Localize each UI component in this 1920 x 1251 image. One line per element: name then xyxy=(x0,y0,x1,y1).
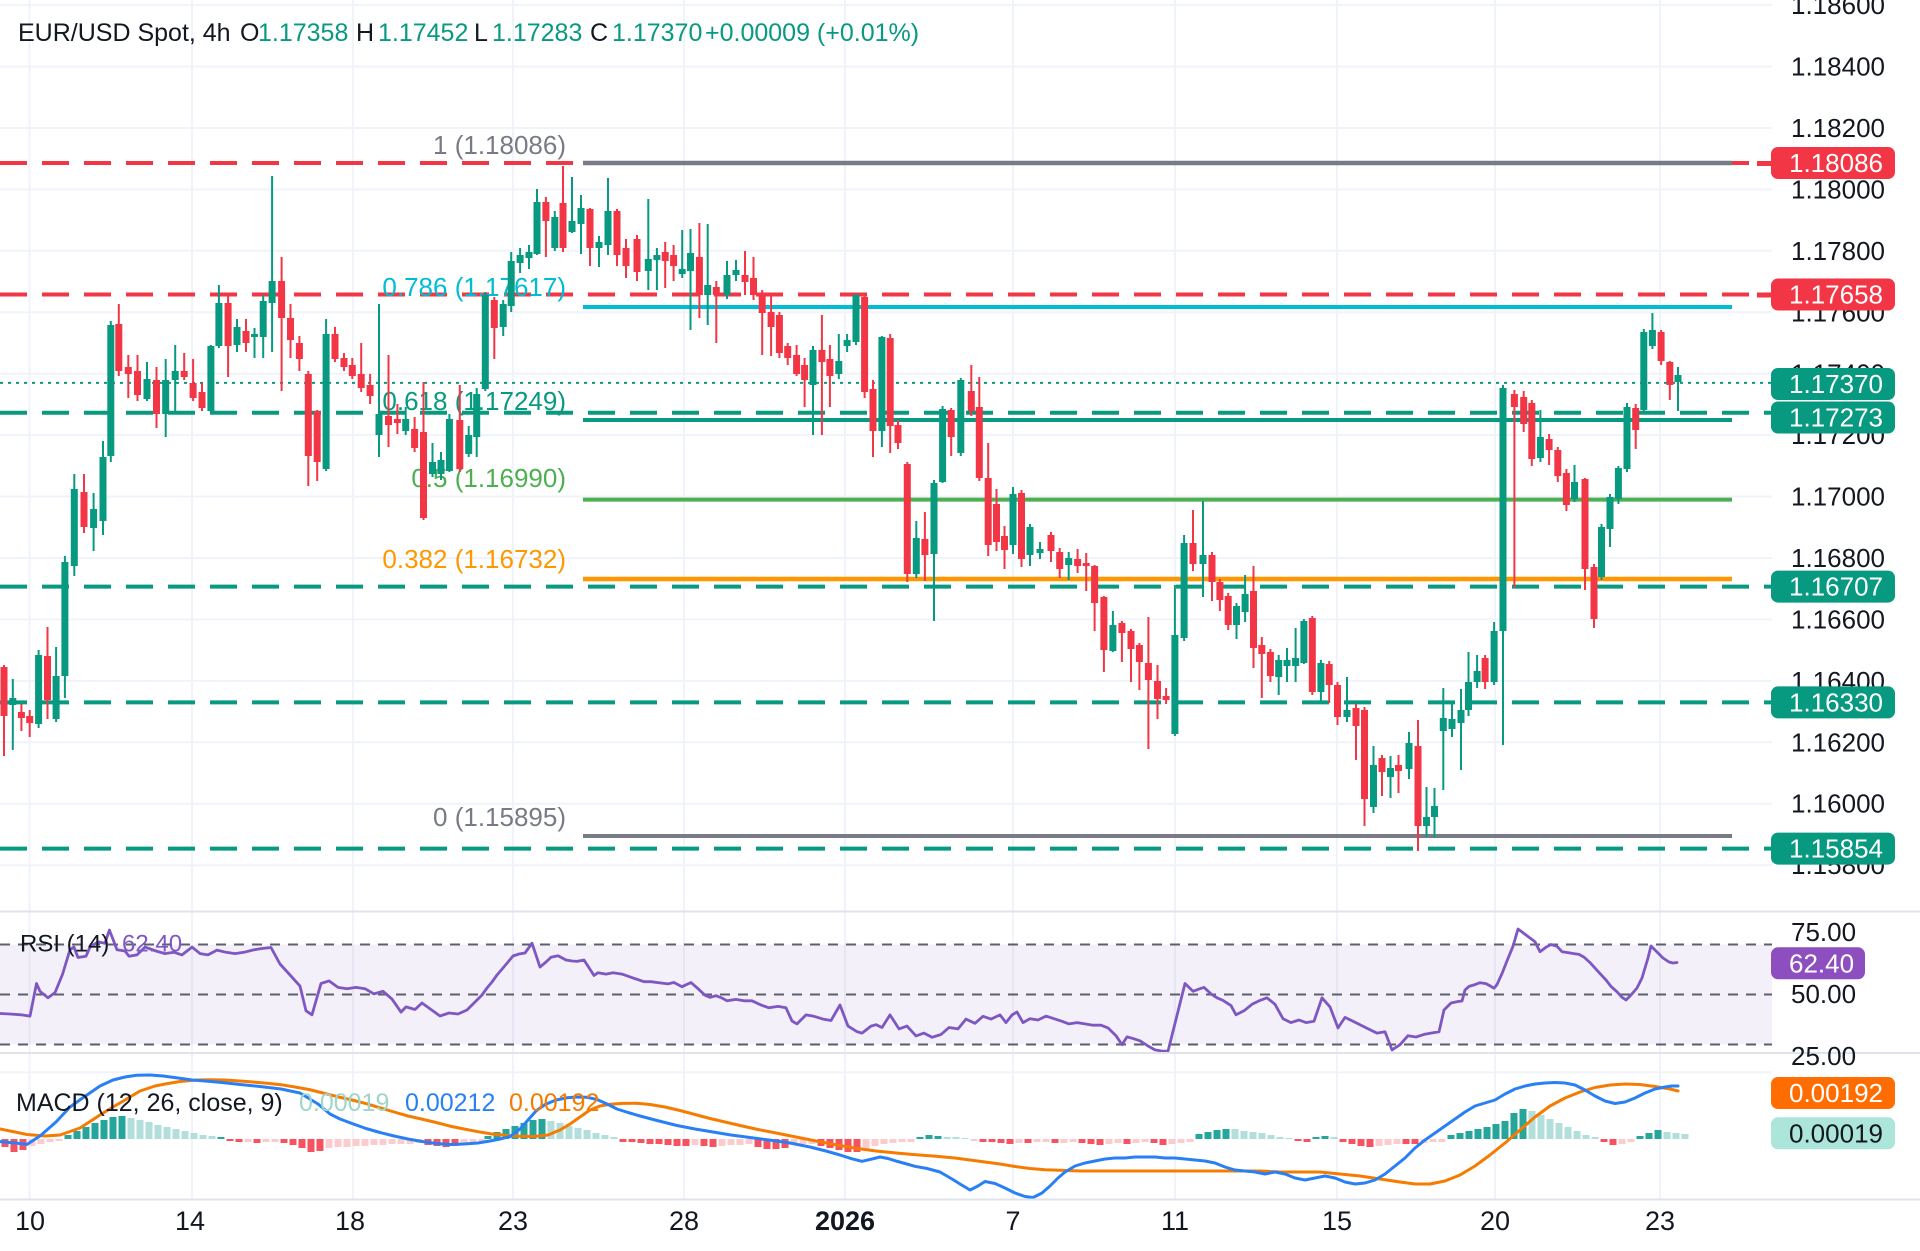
svg-text:1.18000: 1.18000 xyxy=(1791,174,1885,204)
svg-text:0.5 (1.16990): 0.5 (1.16990) xyxy=(411,463,566,493)
svg-text:1.16200: 1.16200 xyxy=(1791,727,1885,757)
svg-text:1 (1.18086): 1 (1.18086) xyxy=(433,130,566,160)
svg-text:15: 15 xyxy=(1322,1206,1352,1236)
svg-text:0.786 (1.17617): 0.786 (1.17617) xyxy=(382,272,566,302)
svg-text:23: 23 xyxy=(1645,1206,1675,1236)
svg-text:EUR/USD Spot, 4h: EUR/USD Spot, 4h xyxy=(18,19,231,47)
svg-text:0.00019: 0.00019 xyxy=(1789,1118,1883,1148)
svg-text:1.18400: 1.18400 xyxy=(1791,52,1885,82)
svg-text:H: H xyxy=(356,19,374,47)
svg-text:C: C xyxy=(590,19,608,47)
svg-text:7: 7 xyxy=(1005,1206,1020,1236)
svg-text:20: 20 xyxy=(1480,1206,1510,1236)
svg-text:1.17370: 1.17370 xyxy=(1789,369,1883,399)
svg-text:0.382 (1.16732): 0.382 (1.16732) xyxy=(382,544,566,574)
svg-text:1.17000: 1.17000 xyxy=(1791,482,1885,512)
svg-text:2026: 2026 xyxy=(815,1206,875,1236)
svg-text:1.17370: 1.17370 xyxy=(612,19,702,47)
svg-text:75.00: 75.00 xyxy=(1791,917,1856,947)
svg-text:28: 28 xyxy=(669,1206,699,1236)
svg-text:MACD (12, 26, close, 9): MACD (12, 26, close, 9) xyxy=(16,1089,283,1117)
svg-text:L: L xyxy=(474,19,488,47)
svg-text:10: 10 xyxy=(15,1206,45,1236)
svg-text:1.18086: 1.18086 xyxy=(1789,148,1883,178)
svg-text:RSI (14): RSI (14) xyxy=(20,931,109,958)
svg-text:14: 14 xyxy=(175,1206,205,1236)
svg-text:1.17283: 1.17283 xyxy=(492,19,582,47)
svg-text:1.16707: 1.16707 xyxy=(1789,572,1883,602)
svg-text:1.16800: 1.16800 xyxy=(1791,543,1885,573)
svg-text:1.17452: 1.17452 xyxy=(378,19,468,47)
svg-text:1.16330: 1.16330 xyxy=(1789,687,1883,717)
svg-text:1.16000: 1.16000 xyxy=(1791,789,1885,819)
svg-text:1.18200: 1.18200 xyxy=(1791,113,1885,143)
svg-text:0 (1.15895): 0 (1.15895) xyxy=(433,802,566,832)
svg-text:11: 11 xyxy=(1161,1206,1189,1236)
svg-text:62.40: 62.40 xyxy=(122,931,182,958)
svg-text:50.00: 50.00 xyxy=(1791,979,1856,1009)
svg-text:25.00: 25.00 xyxy=(1791,1041,1856,1071)
svg-text:62.40: 62.40 xyxy=(1789,948,1854,978)
svg-text:23: 23 xyxy=(498,1206,528,1236)
svg-text:0.00212: 0.00212 xyxy=(405,1089,495,1117)
svg-text:O: O xyxy=(240,19,259,47)
svg-text:1.17658: 1.17658 xyxy=(1789,280,1883,310)
svg-text:0.00019: 0.00019 xyxy=(299,1089,389,1117)
svg-text:+0.00009 (+0.01%): +0.00009 (+0.01%) xyxy=(705,19,919,47)
svg-text:1.16600: 1.16600 xyxy=(1791,604,1885,634)
svg-text:1.15854: 1.15854 xyxy=(1789,834,1883,864)
svg-text:18: 18 xyxy=(335,1206,365,1236)
svg-text:1.18600: 1.18600 xyxy=(1791,0,1885,20)
svg-text:0.00192: 0.00192 xyxy=(509,1089,599,1117)
svg-text:1.17273: 1.17273 xyxy=(1789,403,1883,433)
svg-text:0.00192: 0.00192 xyxy=(1789,1078,1883,1108)
svg-text:1.17358: 1.17358 xyxy=(258,19,348,47)
svg-text:1.17800: 1.17800 xyxy=(1791,236,1885,266)
